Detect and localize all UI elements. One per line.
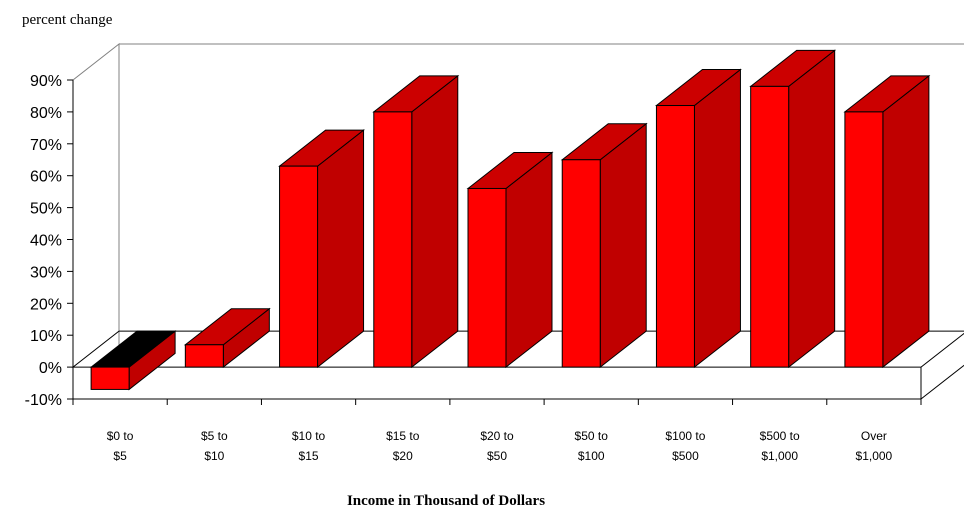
bar-front bbox=[750, 85, 790, 368]
bar-side bbox=[317, 129, 365, 369]
y-tick-label: 40% bbox=[30, 233, 62, 250]
bar-front bbox=[90, 366, 130, 390]
bar-side bbox=[599, 122, 647, 369]
x-tick-label: $500 to $1,000 bbox=[760, 429, 800, 463]
y-tick-label: 20% bbox=[30, 296, 62, 313]
y-tick-label: 50% bbox=[30, 201, 62, 218]
bar bbox=[749, 49, 837, 369]
y-axis-title: percent change bbox=[22, 12, 113, 28]
bar bbox=[843, 74, 931, 369]
y-tick-label: 30% bbox=[30, 264, 62, 281]
x-tick-label: $0 to $5 bbox=[107, 429, 134, 463]
y-tick-label: 80% bbox=[30, 105, 62, 122]
x-tick-label: $10 to $15 bbox=[292, 429, 326, 463]
bar bbox=[560, 122, 648, 369]
bar-side bbox=[882, 74, 930, 369]
bar-front bbox=[373, 111, 413, 368]
bar bbox=[372, 74, 460, 369]
x-tick-label: $100 to $500 bbox=[665, 429, 705, 463]
bar bbox=[654, 68, 742, 369]
bar-side bbox=[693, 68, 741, 369]
bar bbox=[466, 151, 554, 369]
x-tick-label: $20 to $50 bbox=[480, 429, 514, 463]
bar-front bbox=[655, 105, 695, 368]
bar-front bbox=[184, 344, 224, 368]
x-tick-label: $5 to $10 bbox=[201, 429, 228, 463]
bar-front bbox=[467, 187, 507, 368]
x-axis: $0 to $5 $5 to $10 $10 to $15 $15 to $20 $20 to $… bbox=[72, 398, 922, 463]
y-tick-label: 90% bbox=[30, 73, 62, 90]
y-tick-label: 70% bbox=[30, 137, 62, 154]
x-tick-label: $15 to $20 bbox=[386, 429, 420, 463]
x-axis-title: Income in Thousand of Dollars bbox=[347, 493, 545, 509]
bar bbox=[183, 307, 271, 369]
side-wall bbox=[72, 42, 120, 399]
bar bbox=[89, 330, 177, 391]
bar bbox=[278, 129, 366, 369]
floor-right-edge bbox=[920, 364, 964, 401]
bar-side bbox=[505, 151, 553, 369]
x-tick-label: Over $1,000 bbox=[856, 429, 893, 463]
bar-front bbox=[279, 165, 319, 368]
y-axis: -10% 0% 10% 20% 30% 40% 50% 60% 70% 80% 90% bbox=[25, 73, 74, 409]
bar-front bbox=[561, 159, 601, 368]
y-tick-label: 0% bbox=[39, 360, 62, 377]
bars bbox=[89, 49, 931, 391]
bar-side bbox=[788, 49, 836, 369]
y-tick-label: 60% bbox=[30, 169, 62, 186]
back-wall bbox=[119, 43, 964, 45]
bar-front bbox=[844, 111, 884, 368]
x-tick-label: $50 to $100 bbox=[575, 429, 609, 463]
y-tick-label: -10% bbox=[25, 392, 62, 409]
y-tick-label: 10% bbox=[30, 328, 62, 345]
bar-side bbox=[411, 74, 459, 369]
